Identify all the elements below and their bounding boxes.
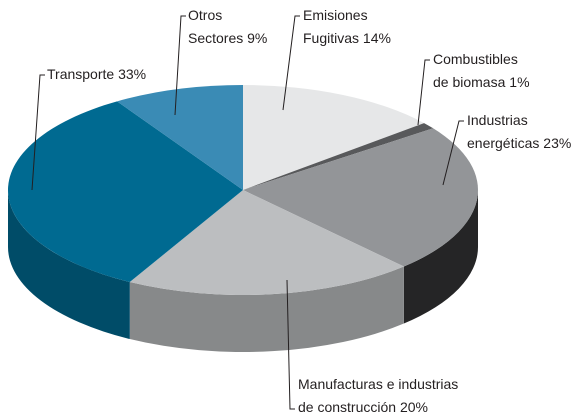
- leader-line: [31, 74, 45, 191]
- leader-line: [286, 279, 295, 410]
- label-line: Transporte 33%: [47, 66, 146, 82]
- slice-label: Manufacturas e industrias de construcción…: [298, 376, 458, 415]
- slice-side: [8, 190, 130, 340]
- slice-label: Industrias energéticas 23%: [467, 112, 571, 151]
- label-line: Fugitivas 14%: [303, 30, 391, 46]
- value-label: 1%: [509, 74, 529, 90]
- slice-label: Emisiones Fugitivas 14%: [303, 7, 391, 46]
- label-line: Industrias: [467, 112, 528, 128]
- slice: [243, 128, 479, 267]
- value-label: 23%: [543, 135, 571, 151]
- label-line: de biomasa 1%: [433, 74, 530, 90]
- leader-line: [417, 59, 430, 126]
- label-line: Emisiones: [303, 7, 368, 23]
- value-label: 9%: [247, 30, 267, 46]
- value-label: 33%: [118, 66, 146, 82]
- label-line: de construcción 20%: [298, 399, 428, 415]
- value-label: 20%: [400, 399, 428, 415]
- label-line: Otros: [188, 7, 222, 23]
- leader-line: [174, 15, 186, 116]
- leader-line: [442, 120, 464, 186]
- slice: [243, 85, 425, 190]
- slice: [129, 190, 404, 295]
- slice: [117, 85, 243, 190]
- slice-side: [403, 190, 478, 324]
- slice-label: Transporte 33%: [47, 66, 146, 82]
- label-line: energéticas 23%: [467, 135, 571, 151]
- slice-side: [129, 266, 404, 353]
- slice: [7, 101, 243, 283]
- label-line: Sectores 9%: [188, 30, 267, 46]
- slice-label: Otros Sectores 9%: [188, 7, 267, 46]
- value-label: 14%: [363, 30, 391, 46]
- label-line: Manufacturas e industrias: [298, 376, 458, 392]
- leader-line: [282, 15, 300, 111]
- slice: [243, 123, 434, 190]
- label-line: Combustibles: [433, 51, 518, 67]
- slice-label: Combustibles de biomasa 1%: [433, 51, 530, 90]
